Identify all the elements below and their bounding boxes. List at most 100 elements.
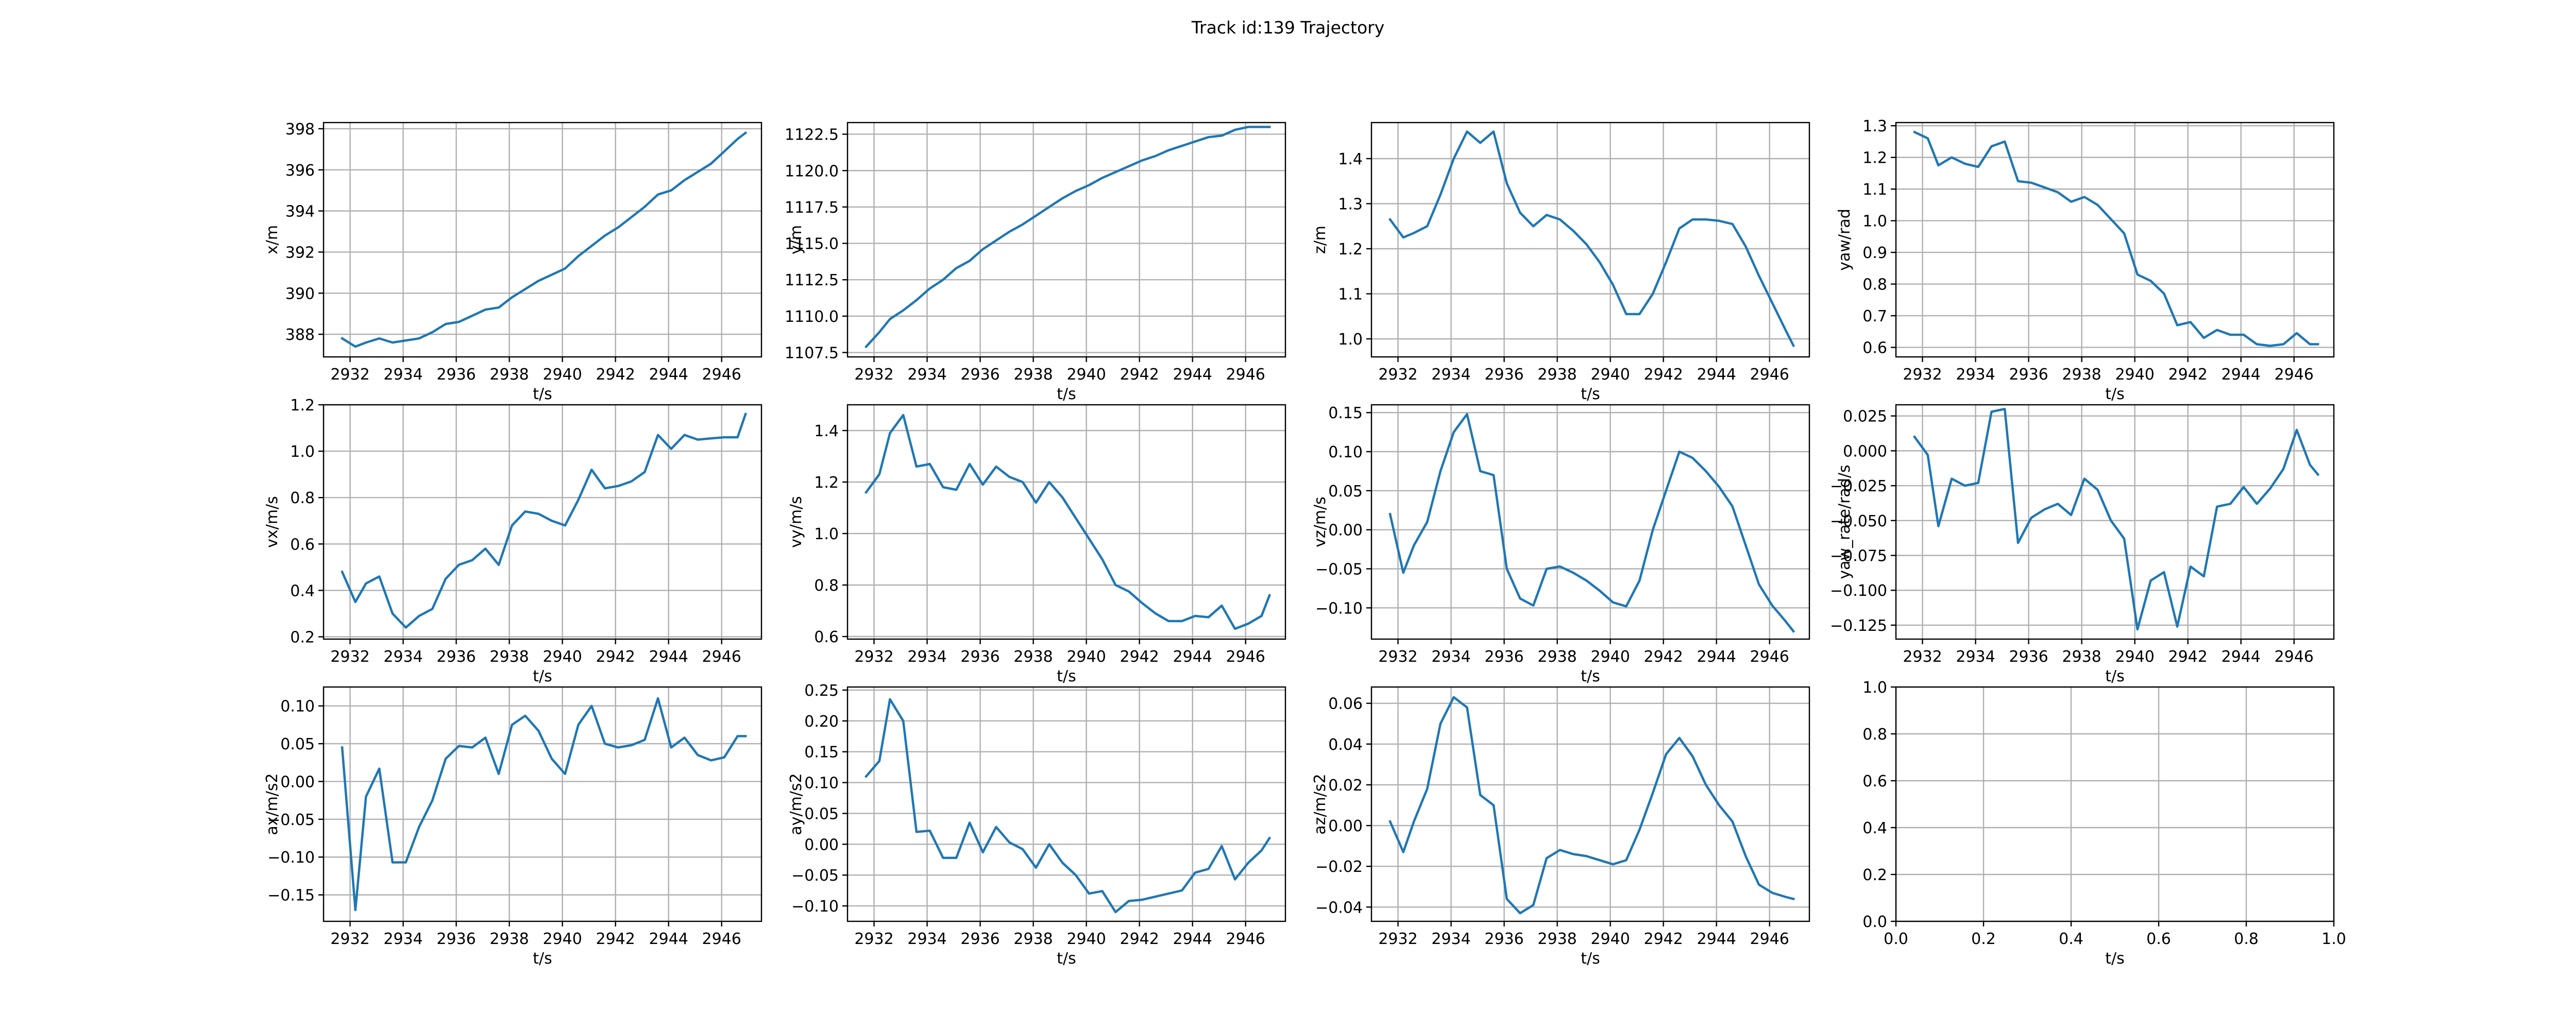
y-tick-label: 0.8 [290,489,315,507]
y-tick-label: 0.10 [280,698,315,716]
x-axis-label: t/s [1057,667,1076,685]
subplot-10: 2932 2934 2936 2938 2940 2942 2944 2946 −0.10 −0.… [787,682,1286,968]
x-tick-label: 2946 [702,930,741,948]
y-tick-label: 1117.5 [785,199,839,217]
y-tick-label: 1.4 [814,422,839,440]
y-axis-label: vz/m/s [1311,496,1329,547]
y-tick-label: 0.6 [1862,772,1887,791]
y-tick-label: −0.04 [1315,899,1363,917]
x-tick-label: 2932 [1378,648,1417,666]
y-tick-label: 0.20 [804,713,839,731]
x-axis-label: t/s [2105,950,2125,968]
series-line [864,698,1272,914]
series-line [1388,413,1795,633]
y-tick-label: −0.075 [1830,547,1887,565]
y-tick-label: −0.05 [791,867,839,885]
x-tick-label: 2938 [1537,930,1577,948]
x-tick-label: 2938 [2062,648,2101,666]
x-tick-label: 2934 [383,648,422,666]
y-tick-label: 1.0 [1862,213,1887,231]
y-tick-label: −0.15 [267,887,315,905]
x-tick-label: 2938 [489,930,529,948]
y-axis-label: yaw_rate/rad/s [1836,465,1854,579]
x-tick-label: 2942 [1120,648,1159,666]
x-tick-label: 2934 [1431,366,1470,384]
y-axis-label: vx/m/s [263,496,281,548]
x-axis-label: t/s [533,385,552,403]
x-tick-label: 2934 [1431,648,1470,666]
y-tick-label: 0.10 [1328,443,1363,461]
series-line [864,126,1271,349]
x-tick-label: 2934 [907,366,946,384]
axes-frame [1370,404,1810,640]
x-tick-label: 2942 [596,366,635,384]
x-tick-label: 0.8 [2234,930,2259,948]
y-tick-label: 0.05 [804,805,839,823]
x-tick-label: 2934 [1956,366,1995,384]
x-tick-label: 2942 [1120,366,1159,384]
x-axis-label: t/s [1057,950,1076,968]
y-tick-label: 0.15 [1328,404,1363,422]
x-tick-label: 2940 [543,648,582,666]
x-tick-label: 0.2 [1971,930,1996,948]
y-tick-label: −0.10 [1315,599,1363,617]
series-line [1388,696,1795,915]
axes-frame [1370,122,1810,358]
x-tick-label: 0.0 [1884,930,1908,948]
x-tick-label: 2946 [1226,366,1265,384]
y-tick-label: 392 [285,244,315,262]
x-tick-label: 2946 [2275,366,2314,384]
y-tick-label: 1.0 [1338,331,1363,349]
x-tick-label: 2936 [436,930,476,948]
y-tick-label: 396 [285,162,315,180]
y-tick-label: 1120.0 [785,162,839,180]
y-tick-label: 0.8 [1862,276,1887,294]
x-tick-label: 2936 [1484,930,1523,948]
x-tick-label: 2946 [1226,930,1265,948]
y-tick-label: 390 [285,285,315,303]
x-tick-label: 2944 [1697,930,1736,948]
x-tick-label: 2938 [2062,366,2101,384]
x-tick-label: 2940 [1066,930,1106,948]
y-tick-label: 0.05 [1328,483,1363,501]
y-tick-label: 0.4 [1862,819,1887,837]
x-tick-label: 2944 [1697,366,1736,384]
y-tick-label: 0.25 [804,682,839,700]
subplot-8: 2932 2934 2936 2938 2940 2942 2944 2946 −0.125 −0… [1830,404,2335,685]
y-tick-label: −0.025 [1830,477,1887,495]
y-tick-label: 0.00 [1328,817,1363,835]
y-tick-label: 1.2 [1338,241,1363,259]
x-axis-label: t/s [2105,385,2125,403]
y-tick-label: 0.05 [280,735,315,753]
x-axis-label: t/s [533,667,552,685]
y-tick-label: 1.3 [1862,117,1887,135]
y-tick-label: 0.000 [1843,442,1887,460]
x-tick-label: 0.4 [2059,930,2083,948]
y-tick-label: 0.6 [290,536,315,554]
x-tick-label: 2932 [1903,366,1942,384]
x-tick-label: 2944 [649,648,688,666]
y-tick-label: 0.7 [1862,307,1887,325]
axes-frame [846,404,1286,640]
figure-title: Track id:139 Trajectory [1191,18,1385,38]
y-axis-label: az/m/s2 [1311,774,1329,834]
subplot-1: 2932 2934 2936 2938 2940 2942 2944 2946 388 390 39… [263,121,762,403]
y-tick-label: 1122.5 [785,126,839,144]
axes-frame [323,122,762,358]
subplot-6: 2932 2934 2936 2938 2940 2942 2944 2946 0.6 0.8 1.… [787,404,1286,685]
x-tick-label: 2940 [543,366,582,384]
series-line [341,413,747,629]
y-tick-label: 1.2 [290,397,315,415]
x-tick-label: 2938 [1013,366,1053,384]
x-tick-label: 2942 [2168,648,2207,666]
x-tick-label: 2944 [1697,648,1736,666]
axes-frame [323,404,762,640]
x-tick-label: 2944 [649,366,688,384]
axes-frame [846,686,1286,922]
x-tick-label: 2936 [2009,366,2048,384]
x-tick-label: 2942 [1643,366,1683,384]
y-tick-label: 0.00 [1328,522,1363,540]
axes-frame [323,686,762,922]
x-tick-label: 2934 [383,930,422,948]
y-tick-label: 1.4 [1338,150,1363,168]
